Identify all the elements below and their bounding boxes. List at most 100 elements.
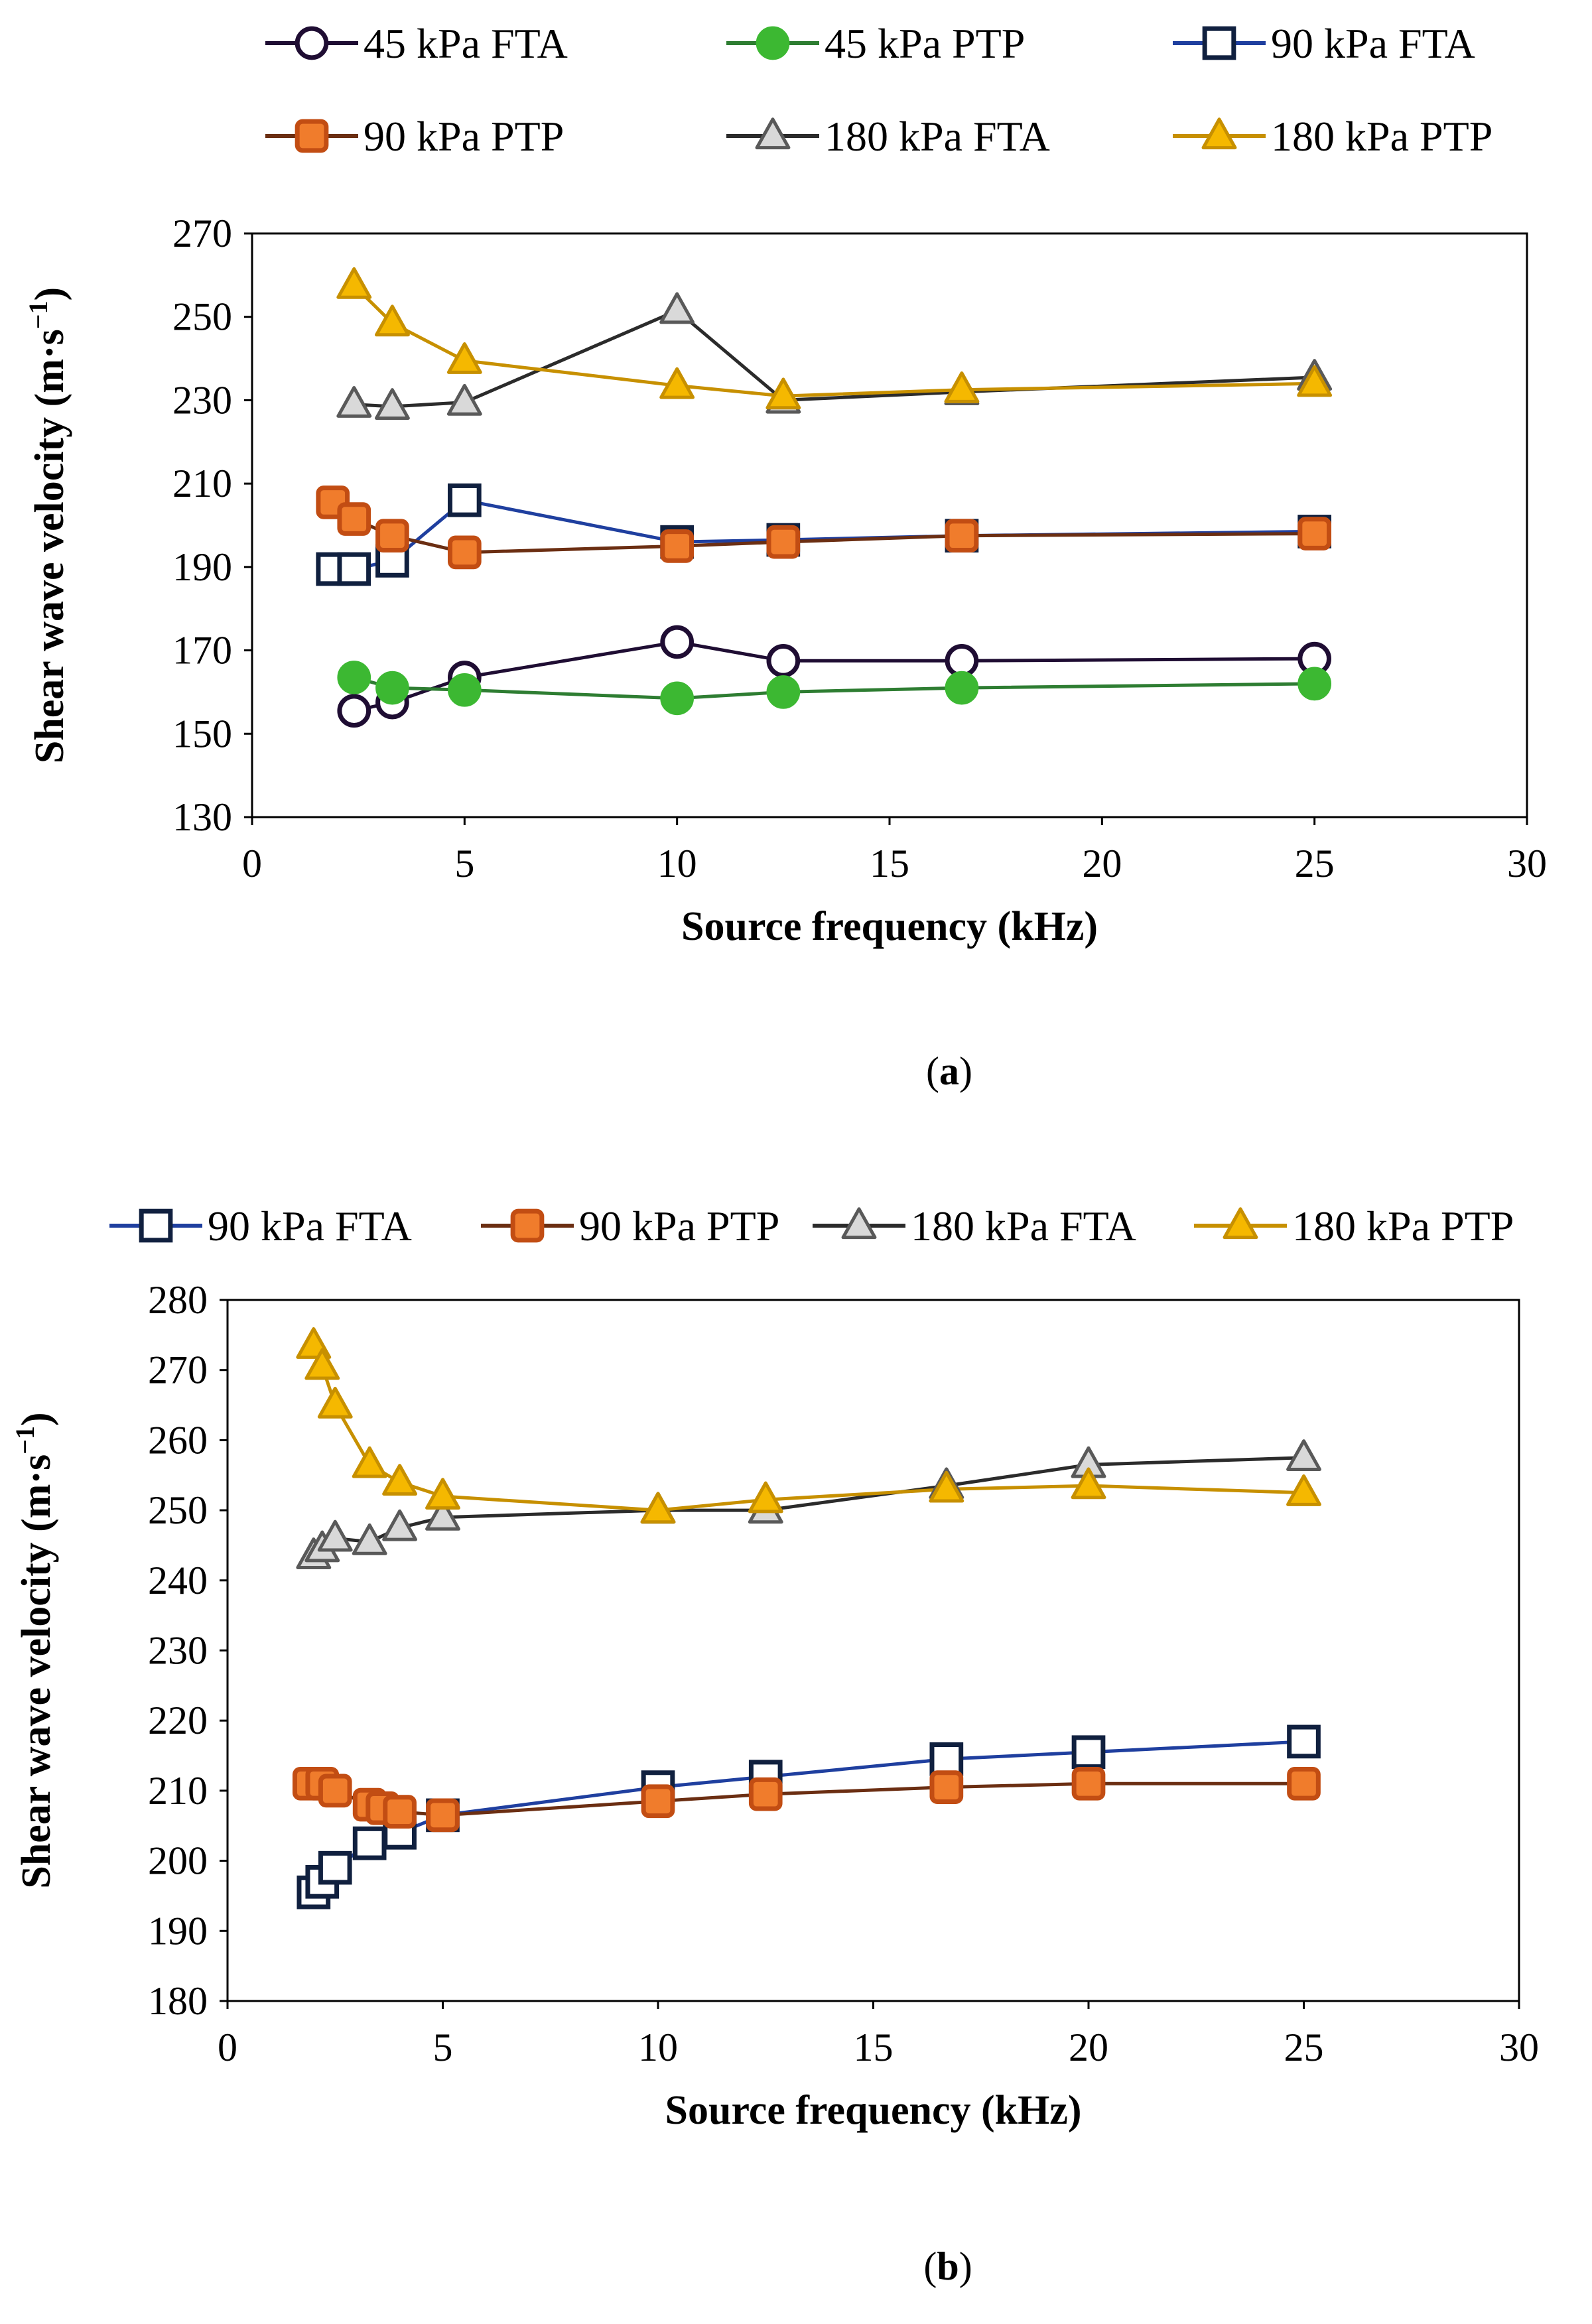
y-tick-label: 260 [148, 1418, 208, 1462]
data-point-180-kpa-fta [446, 383, 482, 416]
legend-marker-90-kpa-ptp [510, 1208, 545, 1243]
caption-paren-open: ( [923, 2244, 937, 2288]
data-point-45-kpa-fta [766, 643, 801, 678]
legend-marker-180-kpa-ptp [1201, 117, 1237, 150]
y-tick-label: 150 [172, 712, 232, 755]
data-point-90-kpa-fta [337, 552, 371, 586]
legend-label-90-kpa-ptp: 90 kPa PTP [364, 113, 564, 160]
data-point-90-kpa-ptp [383, 1795, 417, 1829]
data-point-180-kpa-fta [425, 1498, 460, 1531]
data-point-180-kpa-fta [352, 1523, 387, 1555]
caption-paren-close: ) [959, 2244, 972, 2288]
data-point-90-kpa-ptp [766, 525, 801, 559]
y-axis-title-close: ) [14, 1412, 59, 1426]
x-tick-label: 0 [218, 2026, 237, 2069]
y-tick-label: 250 [148, 1488, 208, 1532]
chart-panel-b: 180 190 200 210 220 230 240 250 260 270 280 0 5 10 15 2… [10, 1202, 1539, 2288]
data-point-45-kpa-ptp [766, 675, 801, 709]
data-point-180-kpa-ptp [317, 1386, 353, 1419]
data-point-180-kpa-ptp [304, 1348, 340, 1380]
data-point-180-kpa-ptp [1297, 365, 1333, 397]
y-tick-label: 270 [148, 1348, 208, 1392]
data-point-180-kpa-ptp [425, 1478, 460, 1510]
data-point-180-kpa-ptp [446, 342, 482, 374]
data-point-180-kpa-ptp [659, 367, 695, 399]
chart-panel-a: 130 150 170 190 210 230 250 270 0 5 10 15 20 25 30 Sour… [23, 20, 1547, 1093]
data-point-90-kpa-ptp [945, 519, 979, 553]
x-tick-label: 10 [638, 2026, 678, 2069]
data-point-45-kpa-fta [660, 625, 695, 659]
legend-marker-45-kpa-ptp [756, 26, 790, 60]
data-point-90-kpa-ptp [1297, 517, 1332, 550]
x-tick-label: 25 [1295, 842, 1335, 885]
y-tick-label: 190 [172, 545, 232, 589]
caption-letter: b [937, 2244, 959, 2288]
data-point-180-kpa-fta [659, 292, 695, 324]
data-point-90-kpa-ptp [1287, 1766, 1321, 1801]
data-point-90-kpa-ptp [447, 535, 482, 570]
data-point-180-kpa-ptp [352, 1446, 387, 1478]
data-point-90-kpa-ptp [748, 1777, 783, 1811]
x-tick-label: 25 [1284, 2026, 1324, 2069]
data-point-90-kpa-ptp [660, 529, 695, 563]
legend-label-90-kpa-ptp: 90 kPa PTP [579, 1202, 779, 1250]
legend-label-180-kpa-ptp: 180 kPa PTP [1271, 113, 1492, 160]
data-point-180-kpa-ptp [748, 1481, 783, 1514]
panel-caption: (a) [926, 1049, 972, 1093]
data-point-180-kpa-ptp [382, 1464, 418, 1496]
y-axis-title-main: Shear wave velocity (m·s [14, 1454, 59, 1889]
y-axis-title-close: ) [27, 287, 72, 301]
x-axis-title: Source frequency (kHz) [665, 2088, 1082, 2133]
y-tick-label: 210 [172, 462, 232, 505]
x-tick-label: 5 [454, 842, 474, 885]
legend-marker-90-kpa-fta [139, 1208, 173, 1243]
legend-marker-90-kpa-fta [1202, 26, 1236, 60]
legend-marker-180-kpa-fta [841, 1207, 877, 1240]
data-point-90-kpa-fta [447, 483, 482, 517]
data-point-180-kpa-ptp [944, 371, 980, 403]
data-point-45-kpa-ptp [337, 661, 371, 694]
x-tick-label: 5 [433, 2026, 453, 2069]
y-tick-label: 270 [172, 212, 232, 255]
data-point-90-kpa-fta [1071, 1735, 1106, 1770]
x-tick-label: 15 [870, 842, 909, 885]
data-point-45-kpa-ptp [945, 671, 979, 705]
legend-marker-180-kpa-fta [755, 117, 791, 150]
data-point-90-kpa-fta [352, 1826, 387, 1860]
data-point-180-kpa-ptp [765, 377, 801, 410]
legend-label-45-kpa-fta: 45 kPa FTA [364, 20, 568, 67]
legend-label-180-kpa-fta: 180 kPa FTA [911, 1202, 1136, 1250]
data-point-90-kpa-ptp [318, 1774, 352, 1808]
data-point-180-kpa-fta [1286, 1439, 1321, 1471]
data-point-90-kpa-ptp [426, 1798, 460, 1833]
data-point-45-kpa-fta [945, 643, 979, 678]
data-point-180-kpa-fta [374, 388, 410, 420]
legend-marker-180-kpa-ptp [1223, 1207, 1258, 1240]
data-point-90-kpa-ptp [929, 1770, 964, 1804]
data-point-180-kpa-fta [382, 1509, 418, 1541]
y-tick-label: 210 [148, 1769, 208, 1813]
x-tick-label: 30 [1507, 842, 1547, 885]
x-tick-label: 15 [854, 2026, 894, 2069]
caption-letter: a [939, 1049, 959, 1093]
data-point-45-kpa-ptp [660, 681, 695, 716]
legend-label-180-kpa-fta: 180 kPa FTA [825, 113, 1050, 160]
y-axis-title-superscript: −1 [23, 300, 53, 329]
y-tick-label: 240 [148, 1559, 208, 1602]
data-point-180-kpa-ptp [336, 267, 372, 299]
y-axis-title-superscript: −1 [10, 1426, 40, 1454]
data-point-45-kpa-ptp [375, 671, 409, 705]
data-point-180-kpa-fta [336, 386, 372, 418]
y-tick-label: 200 [148, 1839, 208, 1883]
x-tick-label: 30 [1499, 2026, 1539, 2069]
y-tick-label: 230 [172, 378, 232, 422]
y-axis-title-main: Shear wave velocity (m·s [27, 329, 72, 763]
caption-paren-open: ( [926, 1049, 939, 1093]
legend-marker-90-kpa-ptp [295, 119, 329, 153]
legend-label-45-kpa-ptp: 45 kPa PTP [825, 20, 1025, 67]
y-tick-label: 180 [148, 1979, 208, 2023]
data-point-180-kpa-ptp [640, 1492, 676, 1524]
data-point-180-kpa-ptp [374, 304, 410, 337]
